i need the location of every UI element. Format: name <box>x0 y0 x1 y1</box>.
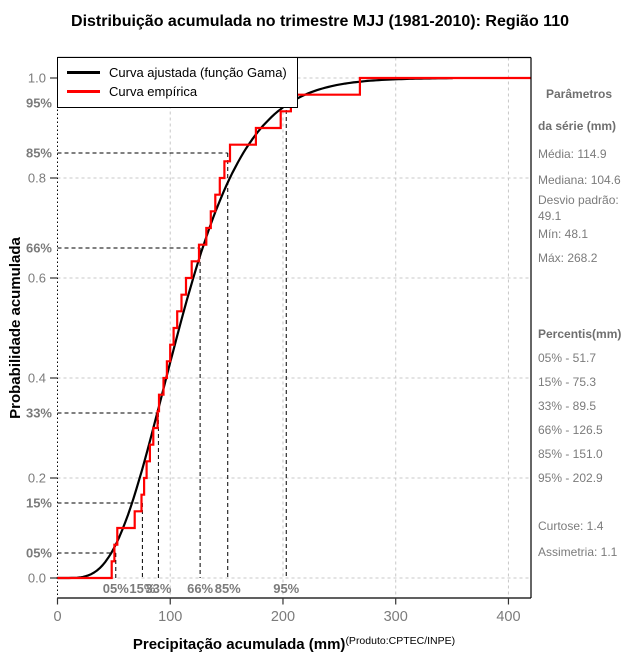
legend-label-fitted: Curva ajustada (função Gama) <box>109 65 287 80</box>
empirical-line-swatch <box>67 90 100 93</box>
y-percent-label: 05% <box>26 546 52 561</box>
x-tick-label: 0 <box>53 609 61 625</box>
y-tick-label: 1.0 <box>28 71 46 86</box>
params-title-line1: Parâmetros <box>546 87 613 101</box>
x-axis-label: Precipitação acumulada (mm) <box>132 636 346 653</box>
stat-curtose: Curtose: 1.4 <box>538 519 604 533</box>
y-tick-label: 0.0 <box>28 571 46 586</box>
stat-min: Mín: 48.1 <box>538 227 589 241</box>
percentis-title: Percentis(mm) <box>538 327 622 341</box>
y-percent-label: 66% <box>26 241 52 256</box>
y-tick-label: 0.8 <box>28 171 46 186</box>
y-percent-label: 15% <box>26 496 52 511</box>
x-percent-label: 95% <box>273 581 299 596</box>
percentil-row: 85% - 151.0 <box>538 447 603 461</box>
x-tick-label: 200 <box>271 609 295 625</box>
stat-media: Média: 114.9 <box>538 147 607 161</box>
x-tick-label: 100 <box>158 609 182 625</box>
y-percent-label: 33% <box>26 406 52 421</box>
y-percent-label: 85% <box>26 146 52 161</box>
y-axis-label: Probabilidade acumulada <box>7 237 24 419</box>
x-percent-label: 33% <box>145 581 171 596</box>
x-tick-label: 300 <box>384 609 408 625</box>
x-percent-label: 66% <box>187 581 213 596</box>
y-tick-label: 0.2 <box>28 471 46 486</box>
x-percent-label: 05% <box>103 581 129 596</box>
legend-item-empirical: Curva empírica <box>67 82 287 101</box>
x-percent-label: 15% <box>129 581 155 596</box>
stats-panel: Parâmetros da série (mm) Média: 114.9 Me… <box>538 86 638 560</box>
x-axis-label-row: Precipitação acumulada (mm)(Produto:CPTE… <box>57 635 531 654</box>
stat-mediana: Mediana: 104.6 <box>538 173 621 187</box>
legend: Curva ajustada (função Gama) Curva empír… <box>57 57 298 108</box>
source-note: (Produto:CPTEC/INPE) <box>345 635 456 647</box>
percentil-row: 33% - 89.5 <box>538 399 597 413</box>
legend-item-fitted: Curva ajustada (função Gama) <box>67 63 287 82</box>
chart-title: Distribuição acumulada no trimestre MJJ … <box>71 13 569 30</box>
stat-max: Máx: 268.2 <box>538 251 598 265</box>
fitted-line-swatch <box>67 71 100 74</box>
x-percent-label: 85% <box>215 581 241 596</box>
stat-desvio: Desvio padrão: 49.1 <box>538 193 619 223</box>
x-tick-label: 400 <box>496 609 520 625</box>
percentil-row: 95% - 202.9 <box>538 471 603 485</box>
y-percent-label: 95% <box>26 96 52 111</box>
percentil-row: 66% - 126.5 <box>538 423 603 437</box>
legend-label-empirical: Curva empírica <box>109 84 198 99</box>
percentil-row: 05% - 51.7 <box>538 351 597 365</box>
y-tick-label: 0.6 <box>28 271 46 286</box>
stat-assimetria: Assimetria: 1.1 <box>538 545 618 559</box>
empirical-step-curve <box>57 76 531 580</box>
y-tick-label: 0.4 <box>28 371 46 386</box>
params-title-line2: da série (mm) <box>538 119 617 133</box>
percentil-row: 15% - 75.3 <box>538 375 597 389</box>
